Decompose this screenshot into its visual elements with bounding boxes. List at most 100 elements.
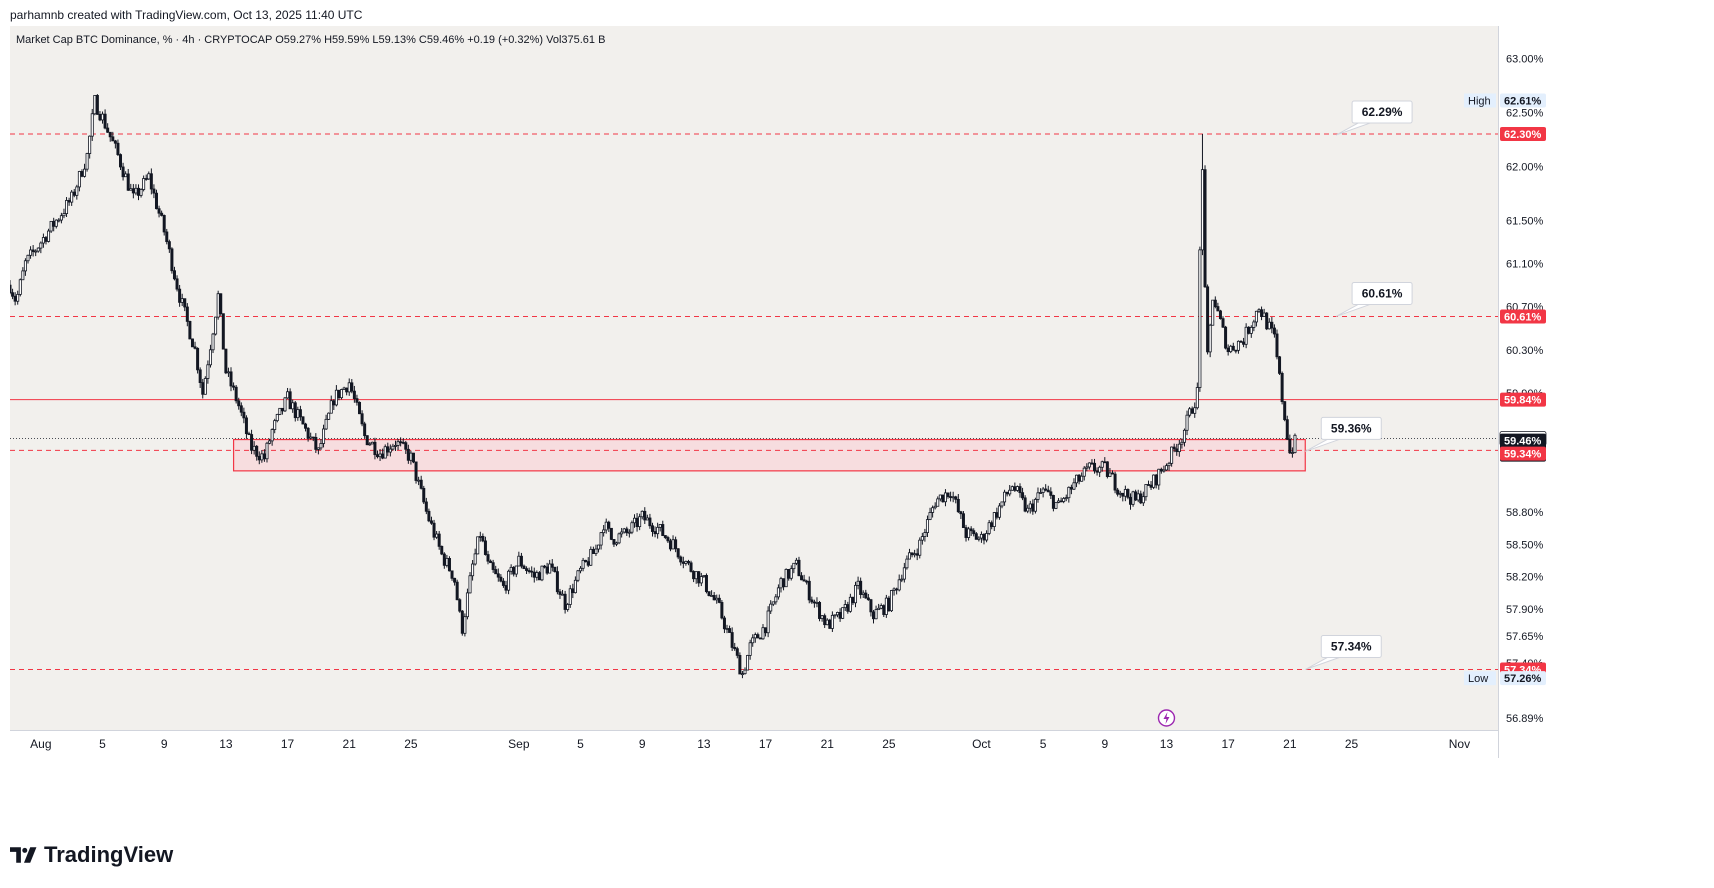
price-label-box (1500, 93, 1546, 108)
candle-body (1105, 461, 1109, 477)
x-tick-label: 13 (697, 737, 711, 751)
candle-body (239, 405, 243, 413)
candle-body (1280, 372, 1284, 402)
candle-body (1075, 474, 1079, 484)
brand-name: TradingView (44, 842, 174, 867)
candle-body (134, 187, 138, 194)
candle-body (72, 191, 76, 196)
candle-body (329, 400, 333, 414)
candle-body (1082, 467, 1086, 477)
candle-body (1159, 468, 1163, 472)
candle-body (185, 306, 189, 322)
candle-body (409, 452, 413, 461)
candle-body (1036, 492, 1040, 500)
candle-body (39, 242, 43, 249)
candle-body (1123, 489, 1127, 497)
y-tick-label: 60.30% (1506, 345, 1544, 357)
candle-body (31, 249, 35, 252)
candle-body (959, 511, 963, 515)
y-tick-label: 62.00% (1506, 161, 1544, 173)
candle-body (419, 479, 423, 489)
candle-body (640, 510, 644, 518)
candle-body (525, 568, 529, 571)
x-tick-label: Nov (1449, 737, 1470, 751)
candle-body (861, 592, 865, 595)
candle-body (882, 605, 886, 615)
candle-body (404, 442, 408, 450)
candle-body (504, 585, 508, 591)
candle-body (75, 186, 79, 196)
candle-body (997, 505, 1001, 518)
candle-body (910, 552, 914, 556)
candle-body (928, 512, 932, 520)
y-tick-label: 58.50% (1506, 539, 1544, 551)
candle-body (211, 333, 215, 351)
candle-body (298, 409, 302, 418)
candle-body (501, 580, 505, 586)
candle-body (347, 382, 351, 393)
candle-body (136, 187, 140, 196)
candle-body (1270, 321, 1274, 329)
x-tick-label: Aug (30, 737, 51, 751)
candle-body (1054, 501, 1058, 509)
candle-body (224, 348, 228, 374)
candle-body (666, 537, 670, 542)
candle-body (65, 200, 69, 214)
callout-2: 59.36% (1305, 416, 1382, 452)
candle-body (656, 526, 660, 535)
candle-body (643, 510, 647, 521)
candle-body (57, 219, 61, 222)
candle-body (597, 544, 601, 550)
price-label-0: 62.61% (1500, 93, 1546, 108)
candle-body (67, 200, 71, 203)
price-label-3: 59.84% (1500, 392, 1546, 407)
candle-body (1028, 503, 1032, 509)
candle-body (730, 632, 734, 648)
candle-body (995, 512, 999, 518)
candle-body (956, 498, 960, 513)
candle-body (805, 580, 809, 583)
candle-body (126, 173, 130, 191)
candle-body (77, 171, 81, 188)
candle-body (1087, 462, 1091, 468)
candle-body (594, 548, 598, 555)
candle-body (306, 427, 310, 439)
candle-body (304, 423, 308, 429)
candle-body (722, 617, 726, 630)
y-tick-label: 63.00% (1506, 53, 1544, 65)
candle-body (108, 131, 112, 138)
candle-body (954, 496, 958, 500)
candle-body (432, 522, 436, 538)
candle-body (697, 571, 701, 584)
candle-body (183, 298, 187, 308)
candle-body (1072, 482, 1076, 490)
chart-area[interactable]: 62.29% 60.61% 59.36% 57.34% 63.00% 62.50% 62.0… (10, 26, 1704, 828)
candle-body (340, 389, 344, 399)
candle-body (435, 533, 439, 538)
candle-body (740, 673, 744, 676)
candle-body (854, 584, 858, 604)
y-tick-label: 56.89% (1506, 713, 1544, 725)
candle-body (699, 576, 703, 584)
candle-body (679, 556, 683, 563)
candle-body (635, 517, 639, 528)
candle-body (447, 558, 451, 572)
candle-body (985, 533, 989, 541)
candle-body (324, 418, 328, 430)
candle-body (203, 378, 207, 395)
candle-body (54, 219, 58, 227)
candle-body (1252, 321, 1256, 328)
candle-body (1018, 486, 1022, 494)
candle-body (1121, 492, 1125, 497)
btc-dominance-chart[interactable]: 62.29% 60.61% 59.36% 57.34% 63.00% 62.50% 62.0… (10, 26, 1558, 758)
candle-body (1095, 470, 1099, 473)
candle-body (784, 569, 788, 588)
callout-box (1320, 635, 1382, 659)
candle-body (961, 513, 965, 529)
candle-body (925, 519, 929, 533)
x-tick-label: 9 (1101, 737, 1108, 751)
candle-body (753, 634, 757, 639)
candle-body (396, 441, 400, 446)
candle-body (576, 570, 580, 581)
candle-body (188, 321, 192, 340)
